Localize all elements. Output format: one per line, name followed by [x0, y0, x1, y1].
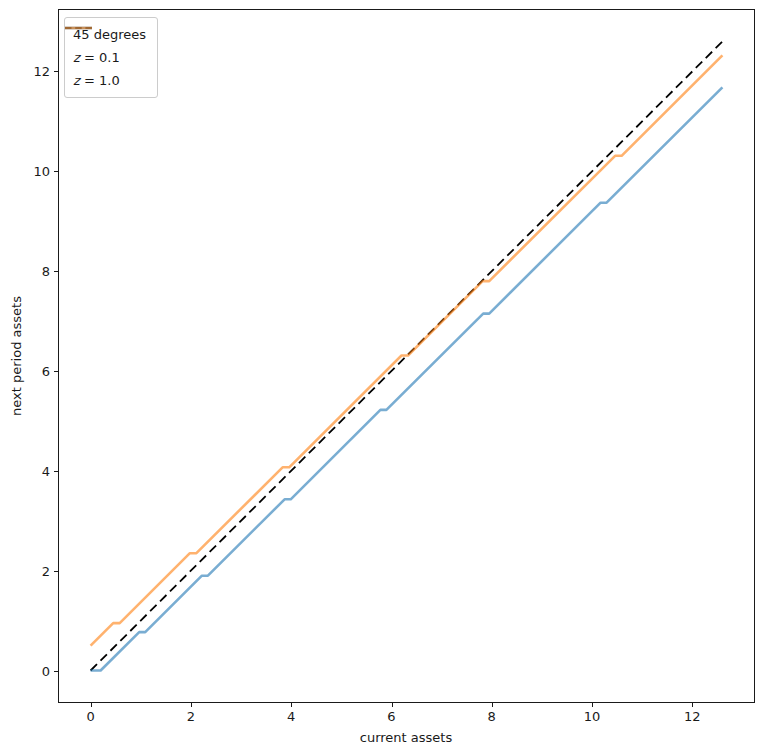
plot-area: 45 degreesz = 0.1z = 1.0: [58, 9, 755, 703]
x-tick-label: 2: [187, 710, 195, 723]
x-tick-mark: [592, 703, 593, 707]
y-tick-mark: [54, 371, 58, 372]
x-tick-mark: [392, 703, 393, 707]
x-tick-mark: [692, 703, 693, 707]
x-tick-label: 8: [488, 710, 496, 723]
x-tick-label: 0: [86, 710, 94, 723]
x-tick-label: 4: [287, 710, 295, 723]
legend-entry-z-1-0: z = 1.0: [73, 69, 146, 92]
x-tick-mark: [91, 703, 92, 707]
x-tick-label: 6: [387, 710, 395, 723]
x-tick-label: 12: [684, 710, 701, 723]
y-tick-label: 8: [22, 265, 50, 278]
legend: 45 degreesz = 0.1z = 1.0: [64, 17, 158, 98]
x-tick-label: 10: [584, 710, 601, 723]
legend-label: z = 1.0: [73, 73, 120, 88]
y-tick-label: 12: [22, 65, 50, 78]
y-tick-mark: [54, 571, 58, 572]
x-tick-mark: [291, 703, 292, 707]
y-tick-label: 10: [22, 165, 50, 178]
legend-entry-z-0-1: z = 0.1: [73, 46, 146, 69]
y-tick-label: 0: [22, 664, 50, 677]
x-axis-label: current assets: [360, 730, 452, 745]
figure: 45 degreesz = 0.1z = 1.0 024681012 02468…: [0, 0, 764, 756]
y-tick-label: 4: [22, 464, 50, 477]
y-tick-mark: [54, 71, 58, 72]
x-tick-mark: [492, 703, 493, 707]
y-tick-label: 2: [22, 564, 50, 577]
legend-label: z = 0.1: [73, 50, 120, 65]
y-tick-mark: [54, 171, 58, 172]
x-tick-mark: [191, 703, 192, 707]
series-line-z-1-0: [91, 55, 723, 645]
y-tick-mark: [54, 271, 58, 272]
y-tick-label: 6: [22, 365, 50, 378]
legend-line-sample-z-1-0: [65, 18, 92, 38]
y-tick-mark: [54, 671, 58, 672]
y-axis-label: next period assets: [9, 296, 24, 416]
y-tick-mark: [54, 471, 58, 472]
chart-canvas: [59, 10, 754, 702]
series-line-z-0-1: [91, 87, 723, 670]
